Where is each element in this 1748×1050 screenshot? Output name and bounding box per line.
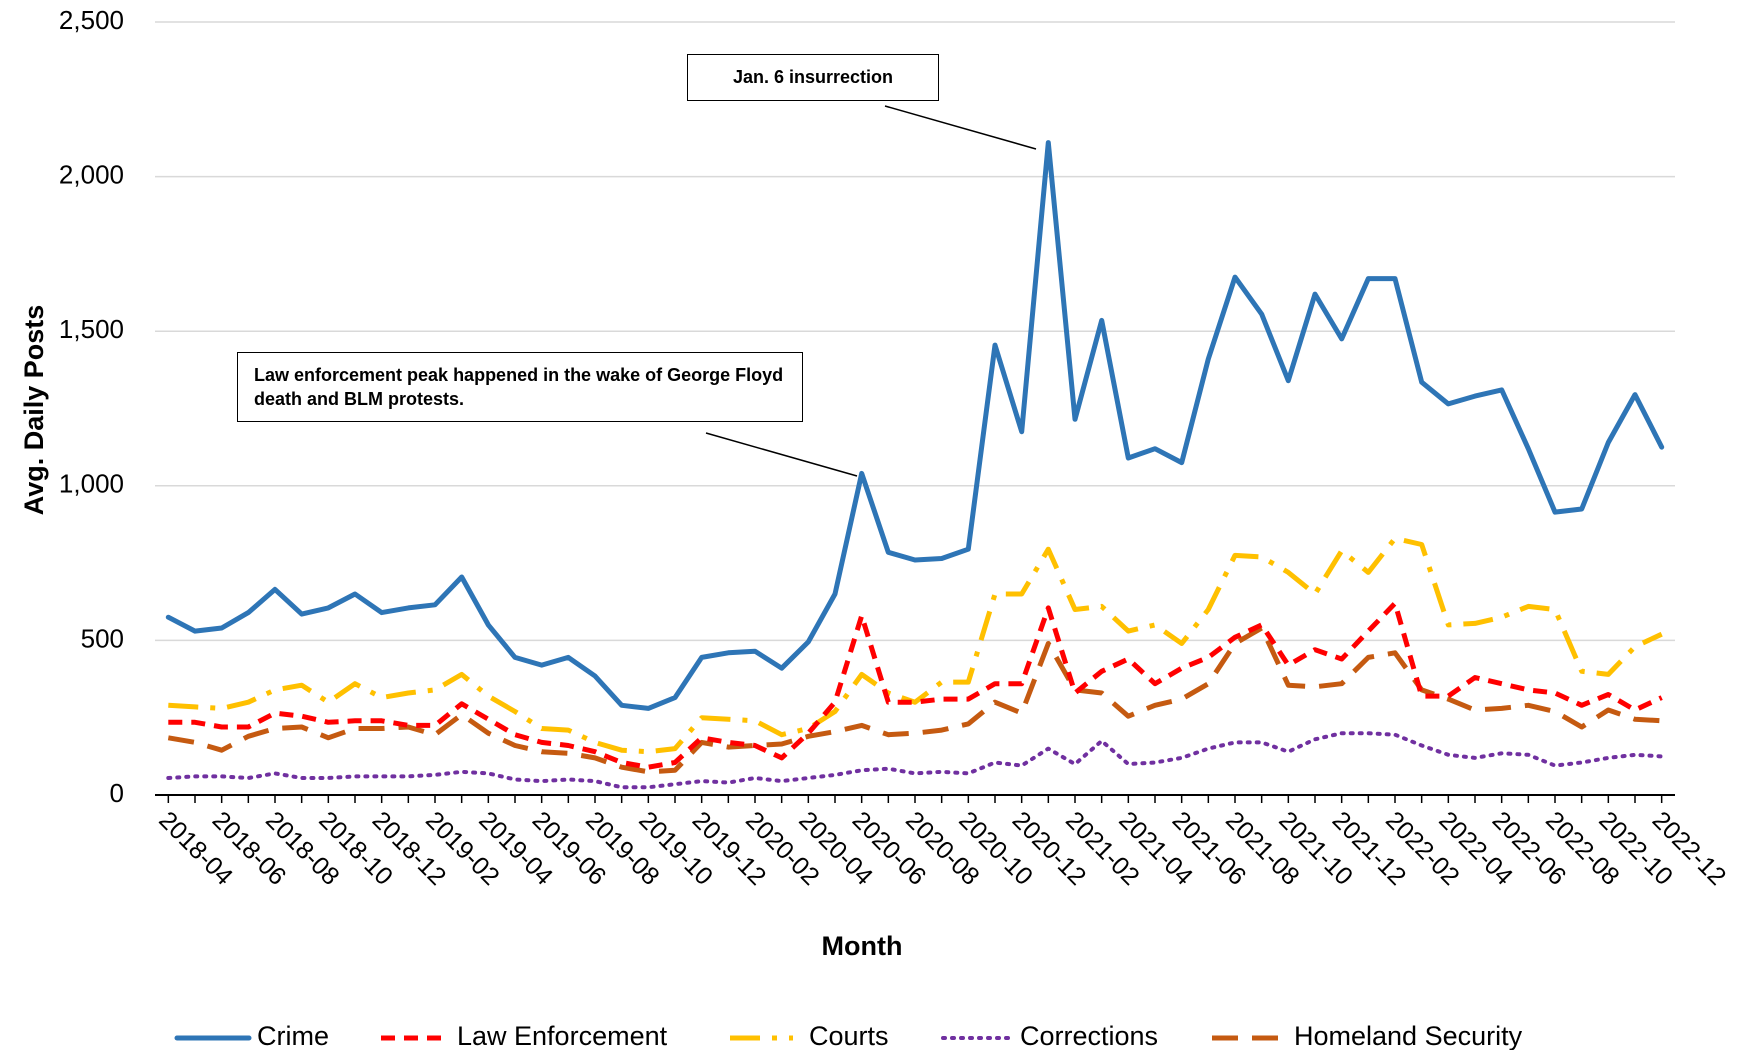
series-line [165, 140, 1665, 711]
annotation: Jan. 6 insurrection [687, 54, 939, 101]
y-tick-label: 1,000 [59, 469, 124, 499]
x-axis-label: Month [822, 931, 903, 961]
legend-label: Crime [257, 1021, 329, 1050]
y-tick-label: 2,500 [59, 5, 124, 35]
annotation: Law enforcement peak happened in the wak… [237, 352, 803, 422]
y-tick-label: 2,000 [59, 159, 124, 189]
legend-label: Homeland Security [1294, 1021, 1523, 1050]
legend-label: Law Enforcement [457, 1021, 668, 1050]
series-line [166, 731, 1664, 790]
series-line [167, 625, 1662, 775]
y-tick-label: 1,500 [59, 314, 124, 344]
series-line [168, 600, 1663, 770]
leader-line [884, 105, 1037, 150]
series-line [168, 535, 1663, 755]
legend-label: Corrections [1020, 1021, 1158, 1050]
leader-line [705, 432, 858, 477]
y-axis-label: Avg. Daily Posts [19, 305, 49, 516]
legend-label: Courts [809, 1021, 889, 1050]
y-tick-label: 500 [81, 623, 124, 653]
y-tick-label: 0 [110, 778, 124, 808]
